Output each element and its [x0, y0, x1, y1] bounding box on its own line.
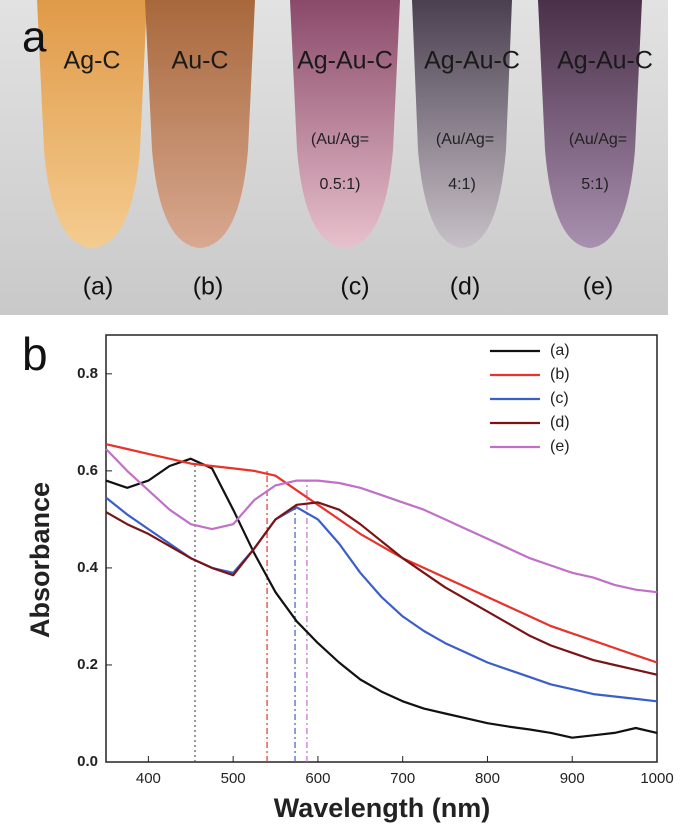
x-tick-label: 700: [390, 770, 415, 787]
tube-name: Ag-C: [64, 47, 121, 75]
y-tick-label: 0.0: [77, 753, 98, 770]
x-axis-label: Wavelength (nm): [274, 793, 491, 823]
photo-panel: a Ag-C Au-C Ag-Au-C Ag-Au-C Ag-Au-C (Au/…: [0, 0, 668, 315]
ratio: 5:1): [581, 176, 609, 193]
tube: [37, 0, 147, 248]
x-tick-label: 900: [560, 770, 585, 787]
legend-label: (b): [550, 366, 570, 383]
tube: [290, 0, 400, 248]
tube-tag: (d): [450, 273, 481, 301]
tube-name: Ag-Au-C: [424, 47, 520, 75]
tube-tag: (a): [83, 273, 114, 301]
plot-frame: [105, 334, 658, 763]
series-line: [105, 457, 658, 739]
tube-tag: (b): [193, 273, 224, 301]
x-tick-label: 500: [221, 770, 246, 787]
ratio-prefix: (Au/Ag=: [436, 131, 494, 148]
tube-name: Ag-Au-C: [557, 47, 653, 75]
x-tick-label: 400: [136, 770, 161, 787]
series-line: [105, 501, 658, 676]
tube: [412, 0, 512, 248]
ratio-prefix: (Au/Ag=: [569, 131, 627, 148]
series-line: [105, 496, 658, 703]
x-tick-label: 600: [305, 770, 330, 787]
tube-tag: (e): [583, 273, 614, 301]
y-axis-label: Absorbance: [25, 482, 55, 638]
ratio: 4:1): [448, 176, 476, 193]
tube-name: Ag-Au-C: [297, 47, 393, 75]
panel-label: a: [22, 13, 47, 62]
x-tick-label: 1000: [640, 770, 673, 787]
panel-label: b: [22, 328, 48, 380]
series-line: [105, 443, 658, 664]
legend-label: (a): [550, 342, 570, 359]
tube: [538, 0, 642, 248]
tube-name: Au-C: [172, 47, 229, 75]
chart-panel: b Wavelength (nm) Absorbance 400 500 600 70…: [22, 328, 674, 823]
legend-label: (c): [550, 390, 569, 407]
x-tick-label: 800: [475, 770, 500, 787]
series-line: [105, 448, 658, 594]
y-tick-label: 0.6: [77, 462, 98, 479]
tube: [145, 0, 255, 248]
ratio: 0.5:1): [320, 176, 361, 193]
legend-label: (d): [550, 414, 570, 431]
tube-tag: (c): [340, 273, 369, 301]
legend-label: (e): [550, 438, 570, 455]
y-tick-label: 0.2: [77, 656, 98, 673]
ratio-prefix: (Au/Ag=: [311, 131, 369, 148]
y-tick-label: 0.4: [77, 559, 99, 576]
y-tick-label: 0.8: [77, 365, 98, 382]
